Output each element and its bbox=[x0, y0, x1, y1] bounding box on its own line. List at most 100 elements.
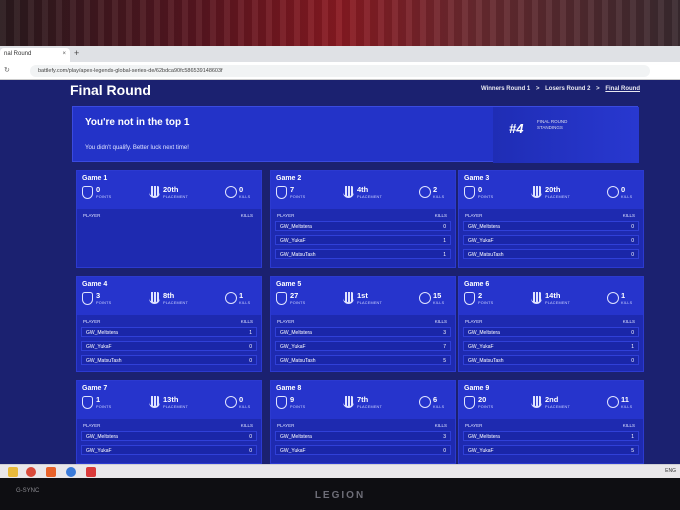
player-column-header: PLAYER bbox=[465, 319, 483, 324]
browser-icon[interactable] bbox=[66, 467, 76, 477]
placement-value: 20th bbox=[545, 185, 561, 194]
player-table-header: PLAYER KILLS bbox=[77, 315, 261, 325]
kills-value: 11 bbox=[621, 395, 629, 404]
player-name: GW_MatsuTash bbox=[280, 252, 316, 258]
player-list: GW_Meltstera 1 GW_YukaF 0 GW_MatsuTash 0 bbox=[77, 325, 261, 373]
player-row[interactable]: GW_MatsuTash 1 bbox=[275, 249, 451, 259]
player-name: GW_Meltstera bbox=[468, 330, 500, 336]
breadcrumb-separator: > bbox=[596, 86, 600, 92]
breadcrumb-winners-round-1[interactable]: Winners Round 1 bbox=[480, 86, 531, 92]
game-card-header: Game 8 9 POINTS 7th PLACEMENT 6 KILLS bbox=[271, 381, 455, 419]
banner-title: You're not in the top 1 bbox=[85, 117, 190, 128]
player-column-header: PLAYER bbox=[277, 213, 295, 218]
game-title: Game 9 bbox=[464, 385, 490, 392]
browser-tab-bar: nal Round × + bbox=[0, 46, 680, 62]
player-kills: 3 bbox=[443, 434, 446, 440]
player-row[interactable]: GW_YukaF 0 bbox=[275, 445, 451, 455]
system-tray[interactable]: ENG bbox=[665, 468, 676, 474]
kills-label: KILLS bbox=[433, 405, 445, 409]
standings-panel: #4 FINAL ROUND STANDINGS bbox=[493, 107, 639, 163]
brave-icon[interactable] bbox=[46, 467, 56, 477]
player-row[interactable]: GW_YukaF 1 bbox=[463, 341, 639, 351]
player-name: GW_Meltstera bbox=[280, 434, 312, 440]
player-row[interactable]: GW_Meltstera 0 bbox=[275, 221, 451, 231]
breadcrumb-final-round[interactable]: Final Round bbox=[605, 86, 640, 92]
player-column-header: PLAYER bbox=[83, 213, 101, 218]
game-card-header: Game 5 27 POINTS 1st PLACEMENT 15 KILLS bbox=[271, 277, 455, 315]
reload-icon[interactable]: ↻ bbox=[4, 67, 13, 74]
player-row[interactable]: GW_YukaF 0 bbox=[81, 445, 257, 455]
player-row[interactable]: GW_MatsuTash 0 bbox=[463, 355, 639, 365]
player-kills: 3 bbox=[443, 330, 446, 336]
result-banner: You're not in the top 1 You didn't quali… bbox=[72, 106, 639, 163]
points-value: 27 bbox=[290, 291, 299, 300]
placement-label: PLACEMENT bbox=[163, 195, 189, 199]
player-row[interactable]: GW_Meltstera 1 bbox=[81, 327, 257, 337]
player-column-header: PLAYER bbox=[465, 213, 483, 218]
tab-title: nal Round bbox=[4, 51, 32, 57]
player-list: GW_Meltstera 1 GW_YukaF 5 bbox=[459, 429, 643, 463]
points-icon bbox=[276, 292, 287, 305]
player-row[interactable]: GW_Meltstera 0 bbox=[463, 327, 639, 337]
player-row[interactable]: GW_MatsuTash 5 bbox=[275, 355, 451, 365]
player-row[interactable]: GW_Meltstera 3 bbox=[275, 327, 451, 337]
browser-tab[interactable]: nal Round × bbox=[0, 48, 70, 62]
game-card: Game 6 2 POINTS 14th PLACEMENT 1 KILLS PLAYER KI… bbox=[458, 276, 644, 372]
player-row[interactable]: GW_MatsuTash 0 bbox=[463, 249, 639, 259]
breadcrumb: Winners Round 1 > Losers Round 2 > Final… bbox=[477, 86, 640, 92]
points-icon bbox=[464, 396, 475, 409]
kills-column-header: KILLS bbox=[434, 319, 447, 324]
player-kills: 0 bbox=[249, 344, 252, 350]
placement-value: 13th bbox=[163, 395, 179, 404]
close-icon[interactable]: × bbox=[62, 51, 66, 57]
monitor-bezel bbox=[0, 478, 680, 510]
points-icon bbox=[464, 292, 475, 305]
player-row[interactable]: GW_Meltstera 0 bbox=[81, 431, 257, 441]
points-label: POINTS bbox=[478, 405, 494, 409]
game-card: Game 2 7 POINTS 4th PLACEMENT 2 KILLS PLAYER KIL… bbox=[270, 170, 456, 268]
kills-column-header: KILLS bbox=[240, 213, 253, 218]
player-row[interactable]: GW_YukaF 5 bbox=[463, 445, 639, 455]
chrome-icon[interactable] bbox=[26, 467, 36, 477]
kills-column-header: KILLS bbox=[240, 423, 253, 428]
placement-label: PLACEMENT bbox=[545, 195, 571, 199]
banner-subtitle: You didn't qualify. Better luck next tim… bbox=[85, 145, 189, 151]
game-title: Game 1 bbox=[82, 175, 108, 182]
points-value: 9 bbox=[290, 395, 295, 404]
app-icon[interactable] bbox=[86, 467, 96, 477]
standings-rank: #4 bbox=[509, 121, 524, 136]
player-table-header: PLAYER KILLS bbox=[459, 209, 643, 219]
game-card: Game 8 9 POINTS 7th PLACEMENT 6 KILLS PLAYER KIL… bbox=[270, 380, 456, 464]
player-row[interactable]: GW_YukaF 1 bbox=[275, 235, 451, 245]
new-tab-button[interactable]: + bbox=[74, 48, 80, 58]
breadcrumb-losers-round-2[interactable]: Losers Round 2 bbox=[545, 86, 591, 92]
game-title: Game 7 bbox=[82, 385, 108, 392]
podium-icon bbox=[149, 186, 160, 198]
player-kills: 1 bbox=[443, 238, 446, 244]
game-card-header: Game 3 0 POINTS 20th PLACEMENT 0 KILLS bbox=[459, 171, 643, 209]
game-card: Game 4 3 POINTS 8th PLACEMENT 1 KILLS PLAYER KIL… bbox=[76, 276, 262, 372]
player-row[interactable]: GW_YukaF 7 bbox=[275, 341, 451, 351]
player-name: GW_YukaF bbox=[468, 448, 494, 454]
kills-value: 1 bbox=[239, 291, 244, 300]
kills-label: KILLS bbox=[239, 301, 251, 305]
player-row[interactable]: GW_Meltstera 1 bbox=[463, 431, 639, 441]
game-card: Game 9 20 POINTS 2nd PLACEMENT 11 KILLS PLAYER K… bbox=[458, 380, 644, 464]
player-list: GW_Meltstera 0 GW_YukaF 0 bbox=[77, 429, 261, 463]
player-kills: 0 bbox=[249, 358, 252, 364]
player-name: GW_YukaF bbox=[280, 448, 306, 454]
player-row[interactable]: GW_YukaF 0 bbox=[463, 235, 639, 245]
skull-icon bbox=[607, 186, 619, 198]
url-input[interactable]: battlefy.com/play/apex-legends-global-se… bbox=[30, 65, 650, 77]
player-name: GW_MatsuTash bbox=[468, 358, 504, 364]
player-row[interactable]: GW_Meltstera 0 bbox=[463, 221, 639, 231]
placement-value: 7th bbox=[357, 395, 369, 404]
player-row[interactable]: GW_Meltstera 3 bbox=[275, 431, 451, 441]
game-card-header: Game 2 7 POINTS 4th PLACEMENT 2 KILLS bbox=[271, 171, 455, 209]
file-explorer-icon[interactable] bbox=[8, 467, 18, 477]
points-value: 0 bbox=[478, 185, 483, 194]
kills-value: 1 bbox=[621, 291, 626, 300]
player-row[interactable]: GW_MatsuTash 0 bbox=[81, 355, 257, 365]
player-row[interactable]: GW_YukaF 0 bbox=[81, 341, 257, 351]
podium-icon bbox=[531, 396, 542, 408]
